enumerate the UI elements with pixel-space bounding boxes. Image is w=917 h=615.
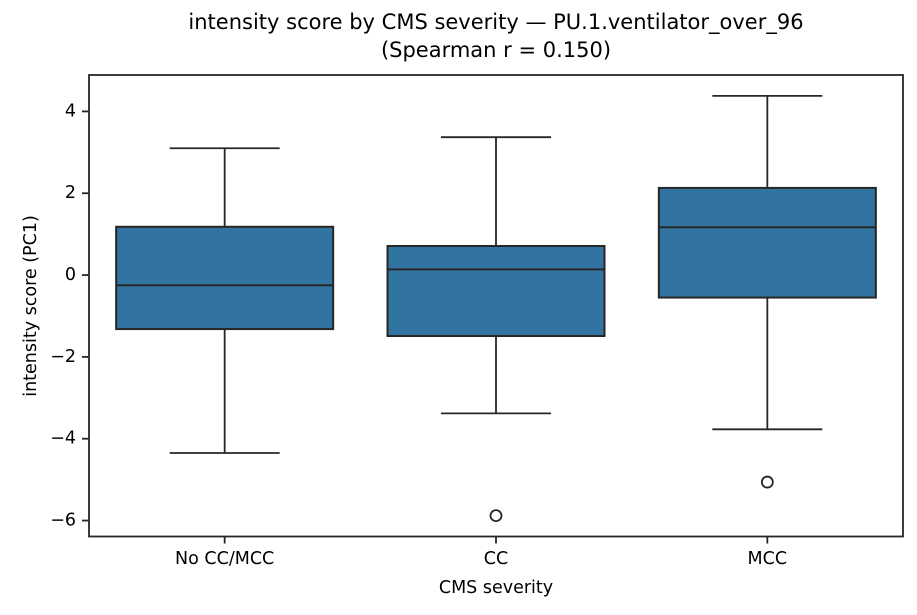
box-cc — [386, 245, 606, 338]
y-axis-label: intensity score (PC1) — [21, 215, 41, 397]
y-tick-label: 4 — [65, 101, 76, 121]
x-tick-label-mcc: MCC — [748, 549, 788, 569]
y-tick-label: −2 — [50, 347, 76, 367]
y-tick-label: 2 — [65, 183, 76, 203]
x-tick-label-cc: CC — [484, 549, 508, 569]
y-tick-label: −6 — [50, 511, 76, 531]
x-axis-label: CMS severity — [438, 578, 554, 598]
outlier-marker-cc — [489, 509, 503, 523]
box-no-cc-mcc — [115, 225, 335, 331]
chart-title: intensity score by CMS severity — PU.1.v… — [188, 10, 804, 34]
box-mcc — [657, 186, 877, 299]
y-tick-label: −4 — [50, 429, 76, 449]
outlier-marker-mcc — [760, 475, 774, 489]
x-tick-label-no-cc-mcc: No CC/MCC — [175, 549, 274, 569]
y-tick-label: 0 — [65, 265, 76, 285]
chart-subtitle: (Spearman r = 0.150) — [380, 38, 612, 62]
chart-title-block: intensity score by CMS severity — PU.1.v… — [89, 8, 903, 64]
